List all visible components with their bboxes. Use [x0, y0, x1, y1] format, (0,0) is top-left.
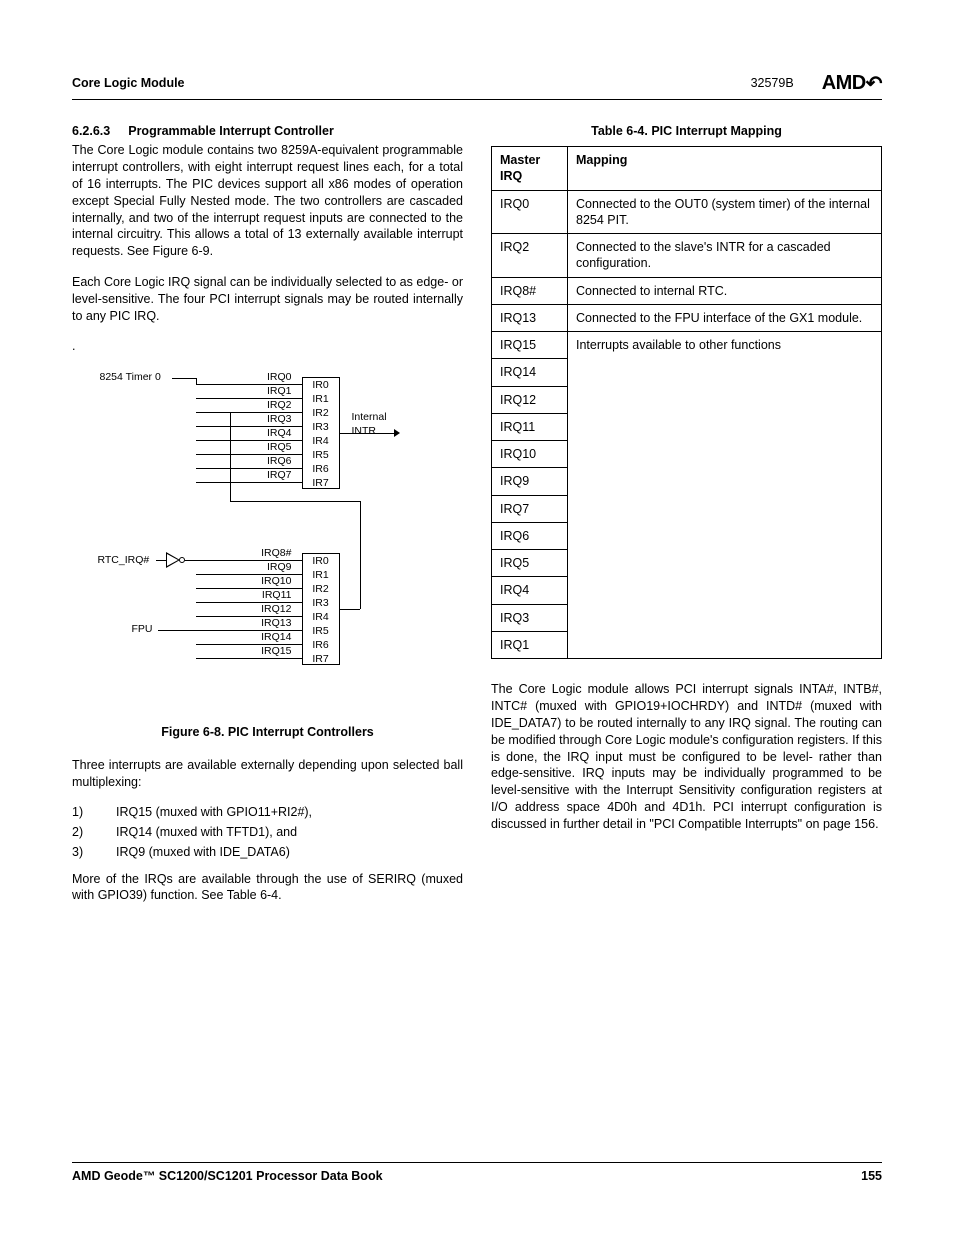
- timer-label: 8254 Timer 0: [100, 371, 161, 383]
- list-item-3: 3)IRQ9 (muxed with IDE_DATA6): [88, 845, 463, 859]
- list-item-1: 1)IRQ15 (muxed with GPIO11+RI2#),: [88, 805, 463, 819]
- irq3-label: IRQ3: [246, 413, 292, 427]
- th-mapping: Mapping: [568, 147, 882, 191]
- irq7-label: IRQ7: [246, 469, 292, 483]
- rtc-label: RTC_IRQ#: [98, 554, 150, 566]
- pic-slave-box: IR0 IR1 IR2 IR3 IR4 IR5 IR6 IR7: [302, 553, 340, 665]
- irq11-label: IRQ11: [246, 589, 292, 603]
- footer-left: AMD Geode™ SC1200/SC1201 Processor Data …: [72, 1169, 383, 1183]
- irq10-label: IRQ10: [246, 575, 292, 589]
- section-heading: 6.2.6.3 Programmable Interrupt Controller: [72, 124, 463, 138]
- table-header-row: MasterIRQ Mapping: [492, 147, 882, 191]
- after-fig-p2: More of the IRQs are available through t…: [72, 871, 463, 905]
- irq4-label: IRQ4: [246, 427, 292, 441]
- left-column: 6.2.6.3 Programmable Interrupt Controller…: [72, 124, 463, 918]
- irq14-label: IRQ14: [246, 631, 292, 645]
- amd-logo: AMD↶: [822, 70, 882, 95]
- pic-diagram: IR0 IR1 IR2 IR3 IR4 IR5 IR6 IR7 IR0 IR1 …: [78, 371, 458, 711]
- header-right: 32579B AMD↶: [751, 70, 882, 95]
- paragraph-1: The Core Logic module contains two 8259A…: [72, 142, 463, 260]
- table-row: IRQ2Connected to the slave's INTR for a …: [492, 234, 882, 278]
- irq15-label: IRQ15: [246, 645, 292, 659]
- after-fig-p1: Three interrupts are available externall…: [72, 757, 463, 791]
- pic-interrupt-mapping-table: MasterIRQ Mapping IRQ0Connected to the O…: [491, 146, 882, 659]
- section-title: Programmable Interrupt Controller: [128, 124, 334, 138]
- irq1-label: IRQ1: [246, 385, 292, 399]
- footer-page-number: 155: [861, 1169, 882, 1183]
- fpu-label: FPU: [132, 623, 153, 635]
- table-row: IRQ13Connected to the FPU interface of t…: [492, 304, 882, 331]
- section-number: 6.2.6.3: [72, 124, 110, 138]
- header-title: Core Logic Module: [72, 76, 185, 90]
- irq2-label: IRQ2: [246, 399, 292, 413]
- table-caption: Table 6-4. PIC Interrupt Mapping: [491, 124, 882, 138]
- page-header: Core Logic Module 32579B AMD↶: [72, 70, 882, 100]
- irq6-label: IRQ6: [246, 455, 292, 469]
- pic-master-box: IR0 IR1 IR2 IR3 IR4 IR5 IR6 IR7: [302, 377, 340, 489]
- intr-label: INTR: [352, 425, 377, 437]
- right-column: Table 6-4. PIC Interrupt Mapping MasterI…: [491, 124, 882, 918]
- arrow-icon: [394, 429, 400, 437]
- paragraph-2: Each Core Logic IRQ signal can be indivi…: [72, 274, 463, 325]
- irq5-label: IRQ5: [246, 441, 292, 455]
- th-master-irq: MasterIRQ: [492, 147, 568, 191]
- internal-label: Internal: [352, 411, 387, 423]
- right-paragraph: The Core Logic module allows PCI interru…: [491, 681, 882, 833]
- figure-6-8: IR0 IR1 IR2 IR3 IR4 IR5 IR6 IR7 IR0 IR1 …: [72, 371, 463, 739]
- irq9-label: IRQ9: [246, 561, 292, 575]
- doc-number: 32579B: [751, 76, 794, 90]
- table-row: IRQ0Connected to the OUT0 (system timer)…: [492, 190, 882, 234]
- irq8-label: IRQ8#: [246, 547, 292, 561]
- page-footer: AMD Geode™ SC1200/SC1201 Processor Data …: [72, 1162, 882, 1183]
- table-row: IRQ15Interrupts available to other funct…: [492, 332, 882, 359]
- irq0-label: IRQ0: [246, 371, 292, 385]
- figure-caption: Figure 6-8. PIC Interrupt Controllers: [72, 725, 463, 739]
- irq12-label: IRQ12: [246, 603, 292, 617]
- table-row: IRQ8#Connected to internal RTC.: [492, 277, 882, 304]
- irq13-label: IRQ13: [246, 617, 292, 631]
- content-columns: 6.2.6.3 Programmable Interrupt Controller…: [72, 124, 882, 918]
- dot: .: [72, 339, 463, 353]
- list-item-2: 2)IRQ14 (muxed with TFTD1), and: [88, 825, 463, 839]
